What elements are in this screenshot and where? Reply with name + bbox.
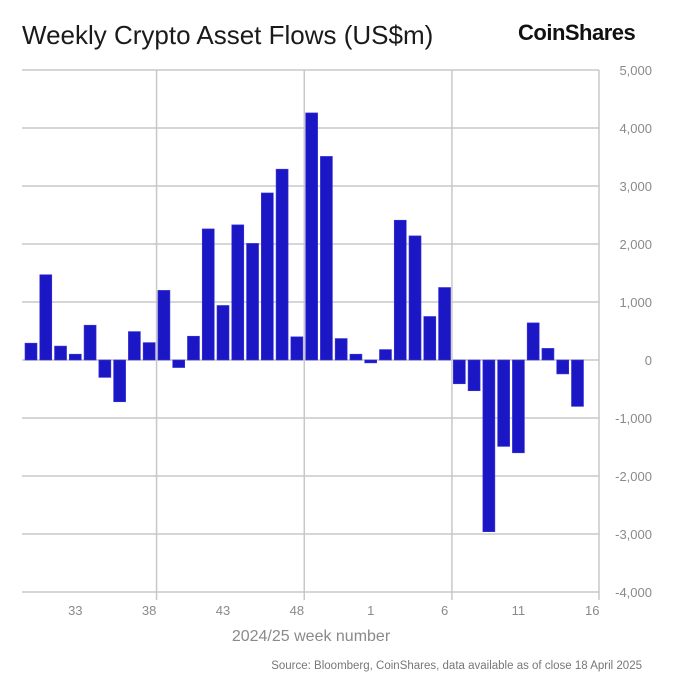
x-tick-label: 48 xyxy=(290,603,304,618)
bar-week-50 xyxy=(320,156,333,361)
x-tick-label: 33 xyxy=(68,603,82,618)
bar-week-4 xyxy=(408,235,422,361)
bar-week-9 xyxy=(482,359,496,532)
bar-week-31 xyxy=(39,274,53,361)
x-axis-label: 2024/25 week number xyxy=(232,628,391,645)
x-tick-label: 11 xyxy=(512,603,526,618)
bar-week-40 xyxy=(172,359,185,368)
bar-week-46 xyxy=(261,192,274,361)
bar-week-45 xyxy=(246,243,259,361)
bar-week-12 xyxy=(526,322,540,361)
y-tick-label: 4,000 xyxy=(619,121,652,136)
bar-week-34 xyxy=(83,324,97,361)
bar-week-10 xyxy=(497,359,510,447)
bar-week-3 xyxy=(393,219,407,361)
bar-chart: 5,000 4,000 3,000 2,000 1,000 0 -1,000 -2,000 -3… xyxy=(22,63,652,645)
bar-week-52 xyxy=(349,353,363,361)
bar-week-51 xyxy=(334,338,348,361)
bar-week-8 xyxy=(467,359,481,392)
y-tick-label: -2,000 xyxy=(615,469,652,484)
bar-week-11 xyxy=(512,359,525,454)
bar-week-36 xyxy=(113,359,126,403)
x-tick-label: 43 xyxy=(216,603,230,618)
source-note: Source: Bloomberg, CoinShares, data avai… xyxy=(271,660,642,672)
x-tick-label: 1 xyxy=(367,603,374,618)
bar-week-42 xyxy=(201,228,215,361)
y-tick-label: -4,000 xyxy=(615,585,652,600)
y-tick-label: 2,000 xyxy=(619,237,652,252)
y-tick-label: -1,000 xyxy=(615,411,652,426)
bar-week-44 xyxy=(231,224,245,361)
bar-week-6 xyxy=(438,287,451,361)
x-tick-label: 16 xyxy=(585,603,599,618)
bar-week-13 xyxy=(541,348,555,361)
bar-week-49 xyxy=(305,112,318,361)
y-tick-label: 1,000 xyxy=(619,295,652,310)
bar-week-38 xyxy=(142,342,156,361)
bar-week-47 xyxy=(275,168,289,361)
y-tick-label: 5,000 xyxy=(619,63,652,78)
y-tick-label: 3,000 xyxy=(619,179,652,194)
bar-week-48 xyxy=(290,336,304,361)
bar-week-33 xyxy=(69,353,82,361)
bar-week-15 xyxy=(571,359,584,407)
x-tick-label: 6 xyxy=(441,603,448,618)
bar-week-1 xyxy=(364,359,378,364)
y-tick-label: 0 xyxy=(645,353,652,368)
bar-week-7 xyxy=(453,359,466,385)
bar-week-39 xyxy=(157,290,171,361)
bar-week-43 xyxy=(216,305,230,361)
bar-week-2 xyxy=(379,349,392,361)
bar-week-30 xyxy=(24,342,38,361)
bar-week-37 xyxy=(128,331,141,361)
bar-week-14 xyxy=(556,359,570,375)
coinshares-logo: CoinShares xyxy=(518,20,636,45)
bar-week-41 xyxy=(187,335,200,361)
x-tick-label: 38 xyxy=(142,603,156,618)
bar-week-32 xyxy=(54,345,67,361)
bar-week-5 xyxy=(423,316,437,361)
y-tick-label: -3,000 xyxy=(615,527,652,542)
bar-week-35 xyxy=(98,359,112,378)
chart-title: Weekly Crypto Asset Flows (US$m) xyxy=(22,20,434,50)
